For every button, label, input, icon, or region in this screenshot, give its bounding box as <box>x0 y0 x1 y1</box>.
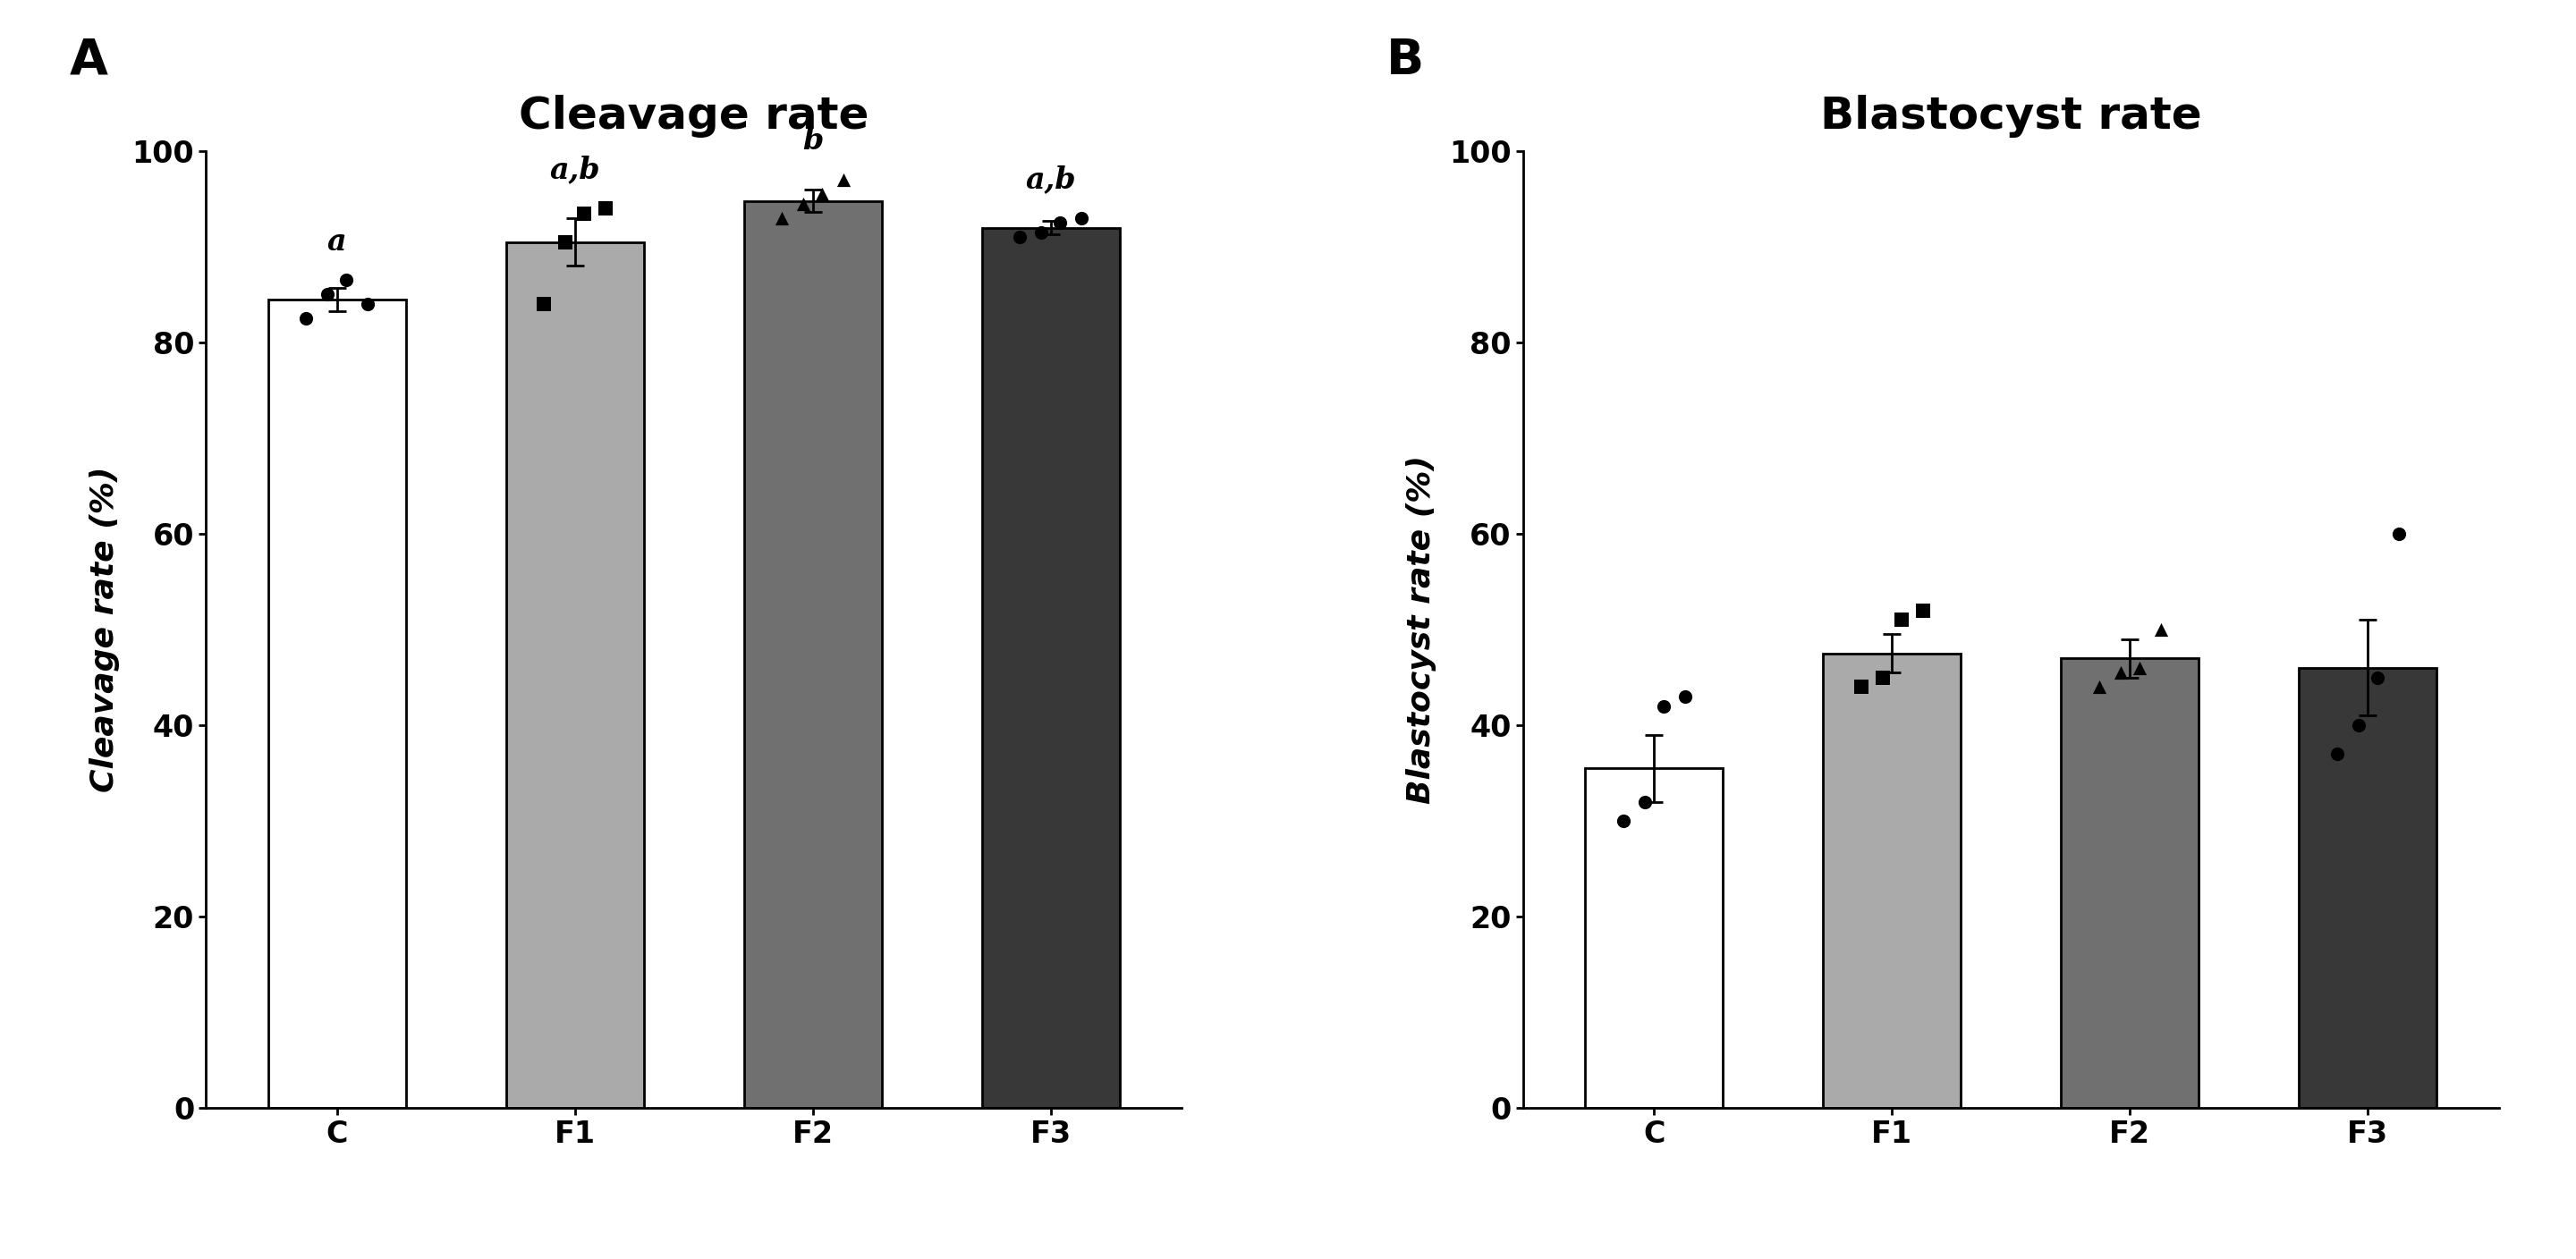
Bar <box>1824 653 1960 1108</box>
Point <box>783 194 824 214</box>
Point <box>348 295 389 315</box>
Point <box>1862 667 1904 687</box>
Bar <box>268 300 407 1108</box>
Point <box>2079 677 2120 697</box>
Text: a,b: a,b <box>1025 165 1077 194</box>
Point <box>2120 657 2161 677</box>
Point <box>1643 696 1685 716</box>
Point <box>2316 744 2357 764</box>
Point <box>1602 811 1643 831</box>
Bar <box>2061 658 2200 1108</box>
Point <box>2141 619 2182 640</box>
Bar <box>744 201 881 1108</box>
Text: b: b <box>801 126 824 156</box>
Point <box>307 285 348 305</box>
Text: A: A <box>70 37 108 84</box>
Point <box>1839 677 1880 697</box>
Point <box>2357 667 2398 687</box>
Text: a: a <box>327 227 348 257</box>
Y-axis label: Blastocyst rate (%): Blastocyst rate (%) <box>1406 456 1437 803</box>
Point <box>523 295 564 315</box>
Bar <box>505 242 644 1108</box>
Point <box>1623 792 1664 812</box>
Point <box>585 199 626 219</box>
Point <box>544 232 585 252</box>
Text: a,b: a,b <box>549 155 600 185</box>
Point <box>1020 223 1061 243</box>
Point <box>2339 715 2380 735</box>
Point <box>564 203 605 223</box>
Title: Blastocyst rate: Blastocyst rate <box>1821 94 2202 137</box>
Point <box>2099 662 2141 682</box>
Point <box>801 184 842 204</box>
Point <box>762 208 804 228</box>
Point <box>1664 686 1705 706</box>
Point <box>824 170 866 190</box>
Bar <box>2298 667 2437 1108</box>
Point <box>999 227 1041 247</box>
Point <box>2378 524 2419 544</box>
Bar <box>981 228 1121 1108</box>
Title: Cleavage rate: Cleavage rate <box>518 94 868 137</box>
Text: B: B <box>1386 37 1425 84</box>
Point <box>286 308 327 329</box>
Point <box>1061 208 1103 228</box>
Point <box>1880 609 1922 630</box>
Bar <box>1584 768 1723 1108</box>
Point <box>1041 213 1082 233</box>
Point <box>325 271 366 291</box>
Y-axis label: Cleavage rate (%): Cleavage rate (%) <box>90 467 118 792</box>
Point <box>1901 601 1942 621</box>
